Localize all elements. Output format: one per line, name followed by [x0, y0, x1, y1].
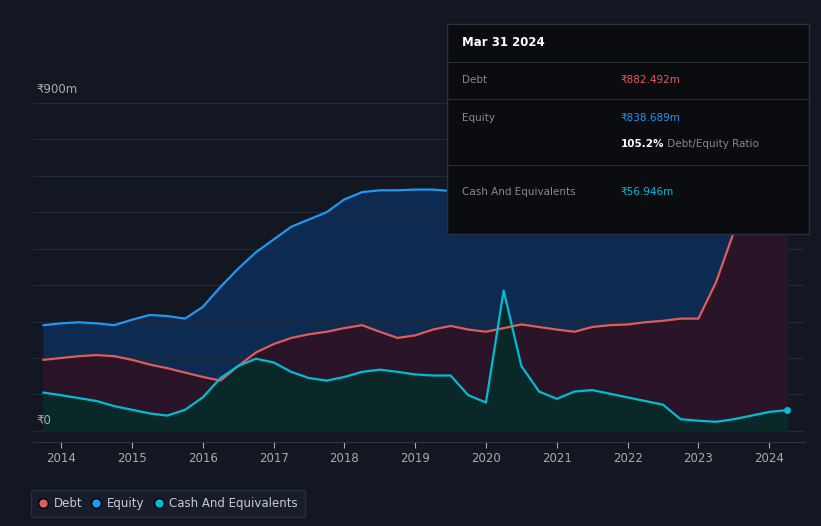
Text: Equity: Equity: [462, 113, 495, 124]
Text: Debt: Debt: [462, 75, 487, 86]
Text: Cash And Equivalents: Cash And Equivalents: [462, 187, 576, 197]
Legend: Debt, Equity, Cash And Equivalents: Debt, Equity, Cash And Equivalents: [31, 490, 305, 517]
Text: ₹56.946m: ₹56.946m: [621, 187, 674, 197]
Text: Debt/Equity Ratio: Debt/Equity Ratio: [664, 138, 759, 149]
Text: ₹882.492m: ₹882.492m: [621, 75, 681, 86]
Text: ₹838.689m: ₹838.689m: [621, 113, 681, 124]
Text: 105.2%: 105.2%: [621, 138, 664, 149]
Text: ₹0: ₹0: [37, 414, 52, 427]
Text: ₹900m: ₹900m: [37, 83, 78, 96]
Text: Mar 31 2024: Mar 31 2024: [462, 36, 544, 49]
